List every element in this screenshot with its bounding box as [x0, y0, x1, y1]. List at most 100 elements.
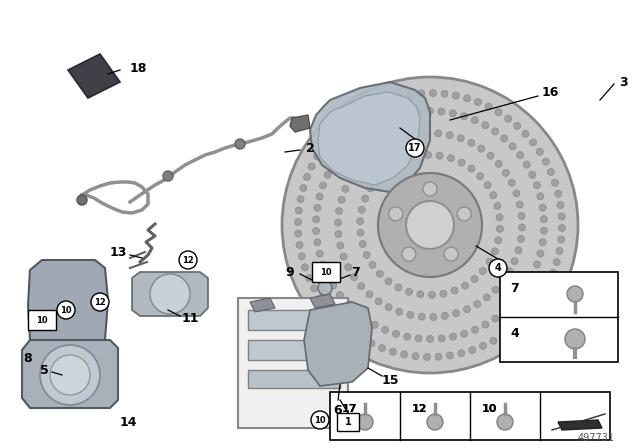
Circle shape: [331, 313, 338, 320]
Circle shape: [376, 270, 383, 277]
Circle shape: [524, 282, 531, 289]
Circle shape: [361, 157, 368, 164]
Circle shape: [484, 181, 491, 189]
Circle shape: [479, 267, 486, 275]
Circle shape: [338, 196, 345, 203]
Circle shape: [401, 351, 408, 358]
Circle shape: [513, 190, 520, 197]
Circle shape: [412, 131, 419, 138]
Circle shape: [482, 321, 489, 328]
Circle shape: [523, 161, 530, 168]
Circle shape: [555, 190, 562, 197]
Circle shape: [327, 134, 334, 142]
Circle shape: [318, 281, 332, 295]
Circle shape: [300, 185, 307, 191]
Polygon shape: [310, 82, 430, 192]
Circle shape: [458, 159, 465, 166]
Circle shape: [438, 108, 445, 115]
Circle shape: [559, 224, 566, 232]
Circle shape: [471, 276, 478, 283]
FancyBboxPatch shape: [238, 298, 348, 428]
Circle shape: [314, 204, 321, 211]
Circle shape: [403, 110, 410, 117]
Circle shape: [406, 139, 424, 157]
Circle shape: [330, 282, 337, 289]
Circle shape: [395, 284, 402, 291]
Circle shape: [515, 247, 522, 254]
Circle shape: [179, 251, 197, 269]
Polygon shape: [28, 260, 108, 350]
Text: 17: 17: [342, 404, 358, 414]
Circle shape: [509, 324, 516, 332]
Circle shape: [345, 264, 352, 271]
Circle shape: [374, 176, 381, 182]
Circle shape: [404, 333, 411, 340]
Circle shape: [478, 145, 485, 152]
Circle shape: [514, 122, 520, 129]
Circle shape: [518, 224, 525, 231]
Circle shape: [540, 239, 546, 246]
Circle shape: [313, 228, 319, 234]
Circle shape: [392, 330, 399, 337]
Text: 10: 10: [60, 306, 72, 314]
Circle shape: [486, 258, 493, 265]
Circle shape: [344, 300, 351, 307]
Circle shape: [449, 333, 456, 340]
Circle shape: [509, 143, 516, 150]
Circle shape: [529, 171, 536, 178]
Circle shape: [342, 185, 349, 192]
Circle shape: [536, 148, 543, 155]
Circle shape: [452, 310, 460, 317]
Circle shape: [330, 161, 337, 168]
Text: 10: 10: [314, 415, 326, 425]
Circle shape: [314, 239, 321, 246]
Circle shape: [163, 171, 173, 181]
Circle shape: [301, 264, 308, 271]
Circle shape: [547, 168, 554, 176]
Circle shape: [479, 342, 486, 349]
Circle shape: [497, 225, 504, 233]
Circle shape: [511, 258, 518, 265]
Circle shape: [369, 261, 376, 268]
Circle shape: [500, 332, 507, 338]
Circle shape: [337, 291, 344, 298]
Circle shape: [336, 152, 343, 159]
Circle shape: [461, 113, 468, 120]
Circle shape: [363, 106, 370, 113]
Circle shape: [353, 308, 359, 315]
Text: 17: 17: [342, 404, 358, 414]
Text: 12: 12: [412, 404, 428, 414]
Circle shape: [390, 137, 397, 144]
Circle shape: [490, 337, 497, 345]
Text: 9: 9: [285, 266, 294, 279]
Circle shape: [492, 128, 499, 135]
Text: 16: 16: [541, 86, 559, 99]
Circle shape: [314, 153, 321, 160]
Circle shape: [337, 242, 344, 249]
Circle shape: [385, 304, 392, 310]
Circle shape: [335, 126, 342, 133]
Text: 17: 17: [408, 143, 422, 153]
Text: 12: 12: [412, 404, 428, 414]
Circle shape: [406, 91, 413, 98]
Circle shape: [482, 122, 489, 129]
Text: 7: 7: [351, 266, 360, 279]
Circle shape: [378, 173, 482, 277]
Circle shape: [508, 179, 515, 186]
Circle shape: [539, 204, 546, 211]
Circle shape: [477, 173, 484, 180]
Circle shape: [424, 151, 431, 159]
Text: 4: 4: [510, 327, 519, 340]
Circle shape: [303, 173, 310, 181]
Circle shape: [418, 90, 425, 97]
Circle shape: [417, 291, 424, 298]
Circle shape: [449, 110, 456, 117]
Circle shape: [471, 116, 478, 124]
Circle shape: [294, 219, 301, 225]
Circle shape: [415, 108, 422, 115]
Circle shape: [319, 261, 326, 268]
Circle shape: [353, 112, 360, 119]
Circle shape: [381, 117, 388, 124]
Circle shape: [529, 271, 536, 279]
Polygon shape: [290, 115, 310, 132]
